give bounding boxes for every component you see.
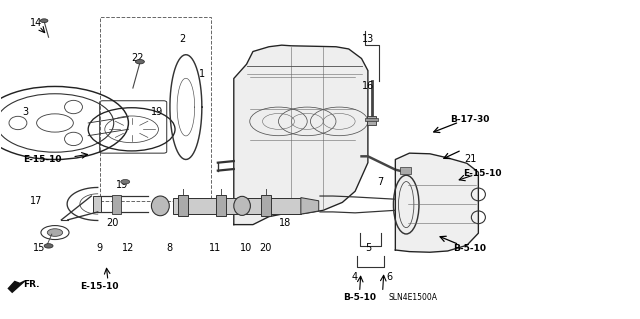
Bar	[367, 116, 376, 125]
Text: 1: 1	[199, 69, 205, 79]
Text: 21: 21	[464, 154, 476, 165]
Text: 7: 7	[378, 177, 384, 187]
Circle shape	[47, 229, 63, 236]
Text: 22: 22	[132, 53, 144, 63]
Text: 10: 10	[241, 243, 253, 253]
Text: 2: 2	[180, 34, 186, 44]
Circle shape	[44, 244, 53, 248]
Bar	[260, 195, 271, 216]
Bar	[365, 118, 378, 122]
Polygon shape	[8, 281, 25, 292]
Polygon shape	[301, 197, 319, 214]
Bar	[177, 195, 188, 216]
Bar	[93, 196, 101, 212]
Text: 18: 18	[279, 218, 291, 228]
Text: 16: 16	[362, 81, 374, 92]
Text: 3: 3	[22, 107, 28, 117]
Bar	[113, 195, 122, 214]
Text: 11: 11	[209, 243, 221, 253]
Bar	[216, 195, 226, 216]
Text: E-15-10: E-15-10	[463, 169, 502, 178]
Ellipse shape	[234, 196, 250, 215]
Polygon shape	[234, 45, 368, 225]
Circle shape	[40, 19, 48, 23]
Circle shape	[121, 180, 130, 184]
Text: 13: 13	[362, 34, 374, 44]
Ellipse shape	[152, 196, 170, 216]
Text: 8: 8	[167, 243, 173, 253]
Text: 17: 17	[29, 196, 42, 206]
Text: 15: 15	[33, 243, 45, 253]
Text: E-15-10: E-15-10	[23, 155, 61, 164]
Bar	[100, 17, 211, 201]
Text: B-17-30: B-17-30	[451, 115, 490, 124]
Text: SLN4E1500A: SLN4E1500A	[388, 293, 437, 302]
Text: 19: 19	[116, 180, 128, 190]
Text: 20: 20	[260, 243, 272, 253]
Text: 12: 12	[122, 243, 134, 253]
Text: E-15-10: E-15-10	[81, 282, 119, 291]
Bar	[400, 167, 412, 174]
Text: 19: 19	[151, 107, 163, 117]
Text: 4: 4	[352, 272, 358, 282]
Text: 20: 20	[106, 218, 118, 228]
Text: 14: 14	[29, 18, 42, 28]
Text: 5: 5	[365, 243, 371, 253]
Polygon shape	[396, 153, 478, 252]
Text: B-5-10: B-5-10	[343, 293, 376, 302]
Text: 6: 6	[386, 272, 392, 282]
Bar	[173, 197, 301, 214]
Circle shape	[136, 59, 145, 64]
Text: 9: 9	[97, 243, 103, 253]
Text: FR.: FR.	[23, 280, 40, 289]
Text: B-5-10: B-5-10	[454, 244, 486, 253]
